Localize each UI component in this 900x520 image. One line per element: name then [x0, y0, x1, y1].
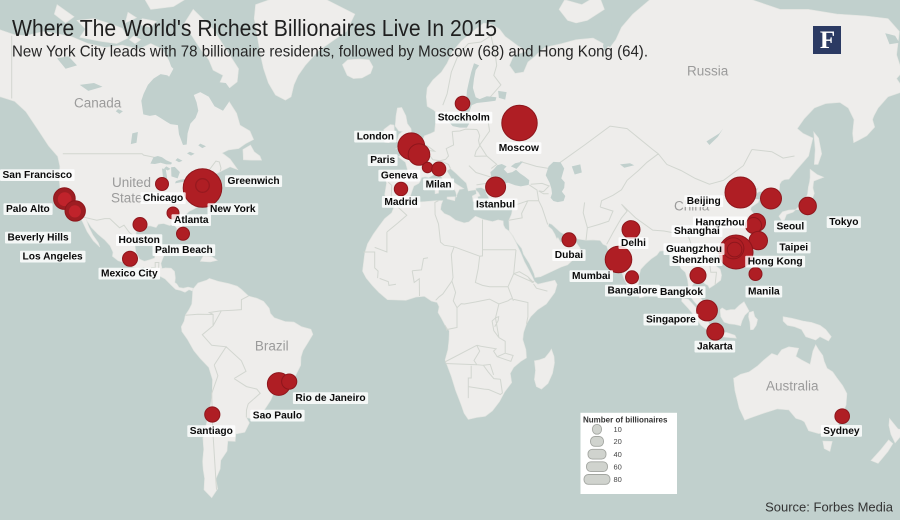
svg-text:Australia: Australia	[766, 379, 819, 394]
svg-text:40: 40	[614, 450, 622, 459]
svg-text:F: F	[820, 27, 835, 54]
svg-text:Sao Paulo: Sao Paulo	[253, 411, 302, 422]
svg-text:San Francisco: San Francisco	[3, 170, 73, 181]
svg-text:10: 10	[614, 425, 622, 434]
svg-text:Chicago: Chicago	[143, 193, 183, 204]
svg-text:Santiago: Santiago	[190, 426, 233, 437]
svg-text:Tokyo: Tokyo	[829, 217, 858, 228]
svg-text:Palo Alto: Palo Alto	[6, 204, 50, 215]
svg-text:Bangkok: Bangkok	[660, 287, 703, 298]
svg-text:Stockholm: Stockholm	[438, 113, 490, 124]
svg-text:Delhi: Delhi	[621, 238, 646, 249]
svg-text:Source: Forbes Media: Source: Forbes Media	[765, 500, 894, 515]
svg-text:Bangalore: Bangalore	[608, 286, 658, 297]
svg-text:Taipei: Taipei	[779, 242, 808, 253]
svg-text:60: 60	[614, 463, 622, 472]
svg-text:Istanbul: Istanbul	[476, 199, 515, 210]
svg-text:Dubai: Dubai	[555, 250, 583, 261]
svg-text:Palm Beach: Palm Beach	[155, 245, 213, 256]
svg-text:Sydney: Sydney	[823, 426, 860, 437]
svg-text:80: 80	[614, 475, 622, 484]
svg-text:Number of billionaires: Number of billionaires	[583, 416, 668, 425]
svg-text:Geneva: Geneva	[381, 171, 418, 182]
svg-text:Rio de Janeiro: Rio de Janeiro	[295, 393, 365, 404]
svg-text:Greenwich: Greenwich	[228, 176, 280, 187]
svg-text:Russia: Russia	[687, 64, 729, 79]
svg-text:Mexico City: Mexico City	[101, 269, 158, 280]
svg-text:London: London	[357, 132, 394, 143]
svg-text:20: 20	[614, 437, 622, 446]
svg-text:Beijing: Beijing	[687, 196, 721, 207]
svg-text:States: States	[111, 191, 150, 206]
svg-text:Paris: Paris	[370, 155, 395, 166]
svg-text:Madrid: Madrid	[384, 197, 417, 208]
svg-text:New York: New York	[210, 204, 256, 215]
svg-text:Mumbai: Mumbai	[572, 271, 611, 282]
svg-text:Singapore: Singapore	[646, 315, 696, 326]
svg-text:Seoul: Seoul	[777, 221, 805, 232]
svg-text:Hong Kong: Hong Kong	[748, 257, 803, 268]
svg-text:Shenzhen: Shenzhen	[672, 255, 720, 266]
svg-text:Beverly Hills: Beverly Hills	[8, 233, 69, 244]
svg-text:Houston: Houston	[119, 235, 160, 246]
svg-text:Los Angeles: Los Angeles	[23, 252, 84, 263]
svg-text:United: United	[112, 175, 151, 190]
svg-text:Atlanta: Atlanta	[174, 215, 209, 226]
svg-text:Moscow: Moscow	[499, 143, 539, 154]
svg-text:Milan: Milan	[426, 179, 452, 190]
svg-text:Manila: Manila	[748, 287, 780, 298]
svg-text:Shanghai: Shanghai	[674, 226, 720, 237]
svg-text:Canada: Canada	[74, 96, 122, 111]
svg-text:Brazil: Brazil	[255, 339, 289, 354]
svg-text:Guangzhou: Guangzhou	[666, 244, 722, 255]
svg-text:Hangzhou: Hangzhou	[695, 217, 744, 228]
svg-text:Jakarta: Jakarta	[697, 342, 733, 353]
svg-text:New York City leads with 78 bi: New York City leads with 78 billionaire …	[12, 44, 648, 61]
svg-text:Where The World's Richest Bill: Where The World's Richest Billionaires L…	[12, 15, 497, 41]
